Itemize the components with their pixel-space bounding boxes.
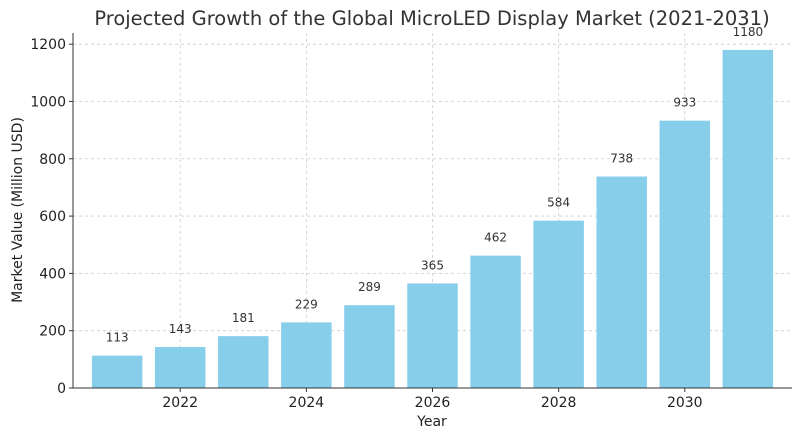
bar-2022: [154, 347, 206, 388]
data-labels: 113 143 181 229 289 365 462 584 738 933 1180: [106, 25, 763, 345]
data-label-2024: 229: [295, 297, 318, 311]
x-tick-label: 2026: [415, 395, 451, 411]
y-tick-label: 600: [39, 209, 66, 225]
x-tick-label: 2022: [162, 395, 198, 411]
y-tick-label: 200: [39, 324, 66, 340]
data-label-2021: 113: [106, 331, 129, 345]
data-label-2031: 1180: [733, 25, 764, 39]
bar-2027: [470, 255, 521, 388]
x-tick-label: 2024: [289, 395, 325, 411]
y-tick-label: 800: [39, 152, 66, 168]
y-tick-label: 400: [39, 266, 66, 282]
data-label-2023: 181: [232, 311, 255, 325]
bar-2025: [344, 305, 395, 388]
y-ticks: 0 200 400 600 800 1000 1200: [30, 37, 73, 397]
bar-2028: [533, 220, 584, 388]
bar-2031: [722, 49, 774, 389]
data-label-2029: 738: [610, 152, 633, 166]
y-tick-label: 1000: [30, 94, 66, 110]
x-tick-label: 2028: [541, 395, 577, 411]
chart-title: Projected Growth of the Global MicroLED …: [94, 7, 769, 30]
data-label-2030: 933: [673, 96, 696, 110]
bar-2029: [596, 176, 647, 388]
data-label-2022: 143: [169, 322, 192, 336]
y-tick-label: 0: [57, 381, 66, 397]
bar-2030: [659, 120, 711, 389]
bar-2026: [407, 283, 458, 388]
x-ticks: 2022 2024 2026 2028 2030: [162, 388, 703, 411]
bar-2021: [91, 355, 143, 388]
y-axis-label: Market Value (Million USD): [10, 117, 26, 303]
data-label-2026: 365: [421, 258, 444, 272]
data-label-2028: 584: [547, 196, 570, 210]
data-label-2025: 289: [358, 280, 381, 294]
bars: [91, 49, 774, 389]
x-tick-label: 2030: [667, 395, 703, 411]
bar-2023: [218, 336, 269, 388]
y-tick-label: 1200: [30, 37, 66, 53]
data-label-2027: 462: [484, 231, 507, 245]
bar-2024: [281, 322, 332, 388]
x-axis-label: Year: [416, 414, 447, 430]
